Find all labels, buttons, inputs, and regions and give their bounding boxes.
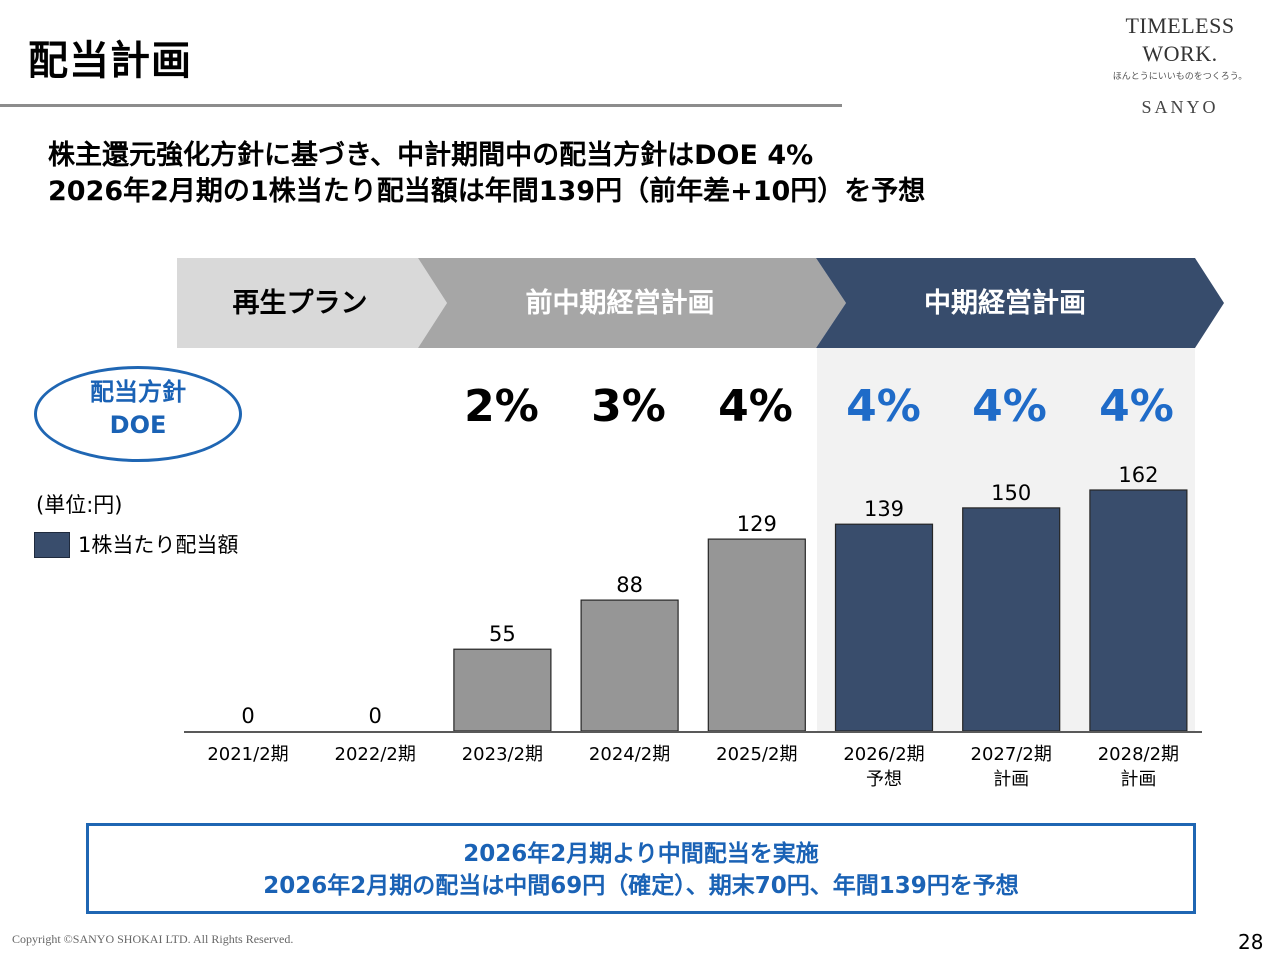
x-tick-sublabel: 計画 — [1120, 769, 1156, 790]
note-line-2: 2026年2月期の配当は中間69円（確定）、期末70円、年間139円を予想 — [263, 873, 1019, 899]
headline-line-2: 2026年2月期の1株当たり配当額は年間139円（前年差+10円）を予想 — [48, 176, 926, 207]
x-tick-label: 2028/2期 — [1098, 744, 1179, 765]
doe-badge-line-1: 配当方針 — [90, 378, 186, 406]
title-divider — [0, 104, 842, 107]
logo-brand: SANYO — [1141, 97, 1219, 117]
legend-swatch — [34, 532, 70, 558]
interim-dividend-note: 2026年2月期より中間配当を実施 2026年2月期の配当は中間69円（確定）、… — [86, 823, 1196, 914]
data-label: 162 — [1118, 463, 1158, 487]
bar-2024-2期 — [580, 599, 679, 732]
bar-2027-2期 — [962, 507, 1061, 732]
legend-label: 1株当たり配当額 — [78, 533, 239, 557]
doe-value-2025: 4% — [718, 381, 793, 432]
x-tick-label: 2024/2期 — [589, 744, 670, 765]
logo-tagline: ほんとうにいいものをつくろう。 — [1112, 71, 1248, 81]
data-label: 0 — [369, 704, 382, 728]
logo-wordmark: TIMELESS WORK. — [1125, 13, 1235, 66]
x-tick-label: 2027/2期 — [971, 744, 1052, 765]
note-line-1: 2026年2月期より中間配当を実施 — [463, 841, 819, 867]
x-tick-label: 2025/2期 — [716, 744, 797, 765]
data-label: 129 — [737, 512, 777, 536]
page-title: 配当計画 — [28, 38, 192, 84]
data-label: 0 — [241, 704, 254, 728]
headline: 株主還元強化方針に基づき、中計期間中の配当方針はDOE 4% 2026年2月期の… — [48, 138, 925, 210]
x-tick-label: 2021/2期 — [207, 744, 288, 765]
x-tick-sublabel: 予想 — [866, 769, 902, 790]
copyright-notice: Copyright ©SANYO SHOKAI LTD. All Rights … — [12, 932, 294, 946]
chart-legend: 1株当たり配当額 — [34, 530, 238, 560]
bar-2028-2期 — [1089, 489, 1188, 732]
bar-2025-2期 — [707, 538, 806, 732]
x-tick-label: 2026/2期 — [843, 744, 924, 765]
data-label: 55 — [489, 622, 516, 646]
doe-badge-line-2: DOE — [109, 411, 167, 439]
phase-label-revival-plan: 再生プラン — [232, 288, 368, 319]
company-logo: TIMELESS WORK. ほんとうにいいものをつくろう。 SANYO — [1090, 12, 1270, 119]
bar-2023-2期 — [453, 648, 552, 732]
doe-value-2028: 4% — [1099, 381, 1174, 432]
unit-label: (単位:円) — [36, 493, 123, 517]
x-tick-label: 2023/2期 — [462, 744, 543, 765]
page-number: 28 — [1238, 930, 1264, 954]
doe-value-2026: 4% — [846, 381, 921, 432]
phase-label-midterm-plan: 中期経営計画 — [924, 288, 1086, 319]
phase-label-previous-midterm-plan: 前中期経営計画 — [525, 288, 715, 319]
data-label: 150 — [991, 481, 1031, 505]
headline-line-1: 株主還元強化方針に基づき、中計期間中の配当方針はDOE 4% — [48, 140, 814, 171]
doe-policy-badge: 配当方針 DOE — [34, 366, 242, 462]
doe-value-2027: 4% — [972, 381, 1047, 432]
data-label: 139 — [864, 497, 904, 521]
doe-value-2023: 2% — [464, 381, 539, 432]
x-tick-label: 2022/2期 — [335, 744, 416, 765]
doe-value-2024: 3% — [591, 381, 666, 432]
data-label: 88 — [616, 573, 643, 597]
x-tick-sublabel: 計画 — [993, 769, 1029, 790]
bar-2026-2期 — [834, 523, 934, 732]
